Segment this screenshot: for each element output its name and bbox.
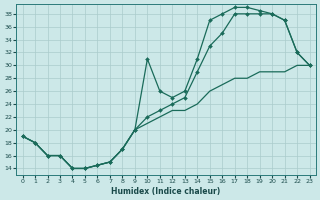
X-axis label: Humidex (Indice chaleur): Humidex (Indice chaleur) xyxy=(111,187,221,196)
